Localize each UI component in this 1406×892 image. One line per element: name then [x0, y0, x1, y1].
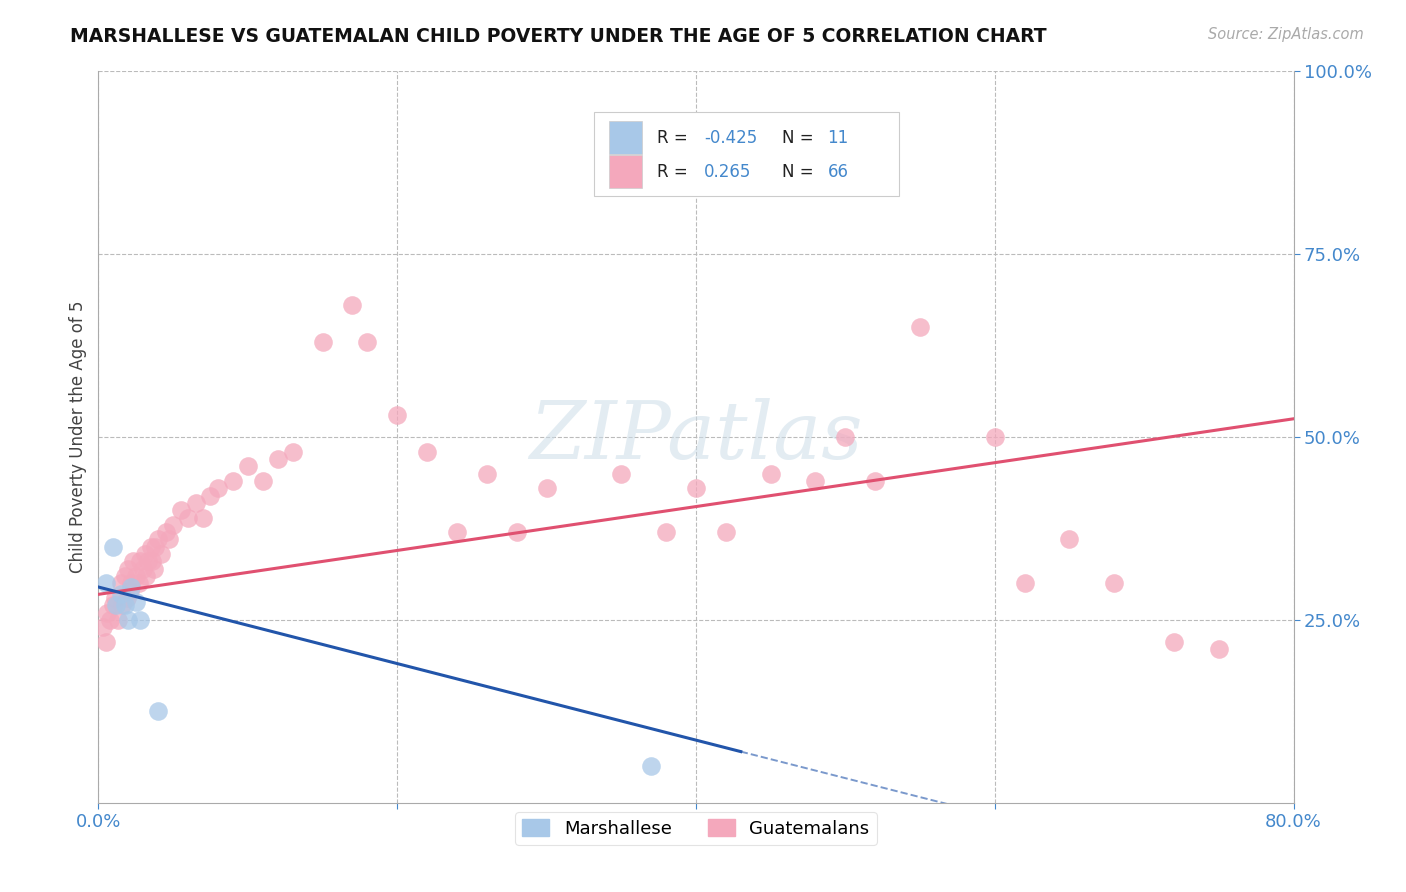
Point [506, 525, 529, 540]
Text: 11: 11 [827, 128, 849, 146]
Point [804, 474, 827, 488]
Text: R =: R = [657, 163, 693, 181]
Point [759, 467, 782, 481]
Point [139, 540, 162, 554]
Point [1059, 533, 1081, 547]
Point [129, 554, 152, 568]
Text: 0.265: 0.265 [704, 163, 752, 181]
Point [110, 576, 132, 591]
FancyBboxPatch shape [595, 112, 900, 195]
Point [640, 759, 662, 773]
Point [148, 533, 170, 547]
Bar [609, 155, 643, 188]
Point [416, 444, 439, 458]
Point [134, 547, 156, 561]
Point [714, 525, 737, 540]
Point [200, 489, 222, 503]
Point [169, 503, 191, 517]
Point [385, 408, 409, 422]
Point [311, 334, 333, 349]
Point [655, 525, 678, 540]
Text: -0.425: -0.425 [704, 128, 758, 146]
Point [610, 467, 633, 481]
Point [150, 547, 173, 561]
Point [111, 599, 134, 613]
Point [342, 298, 364, 312]
Point [104, 591, 127, 605]
Point [117, 562, 139, 576]
Point [110, 587, 132, 601]
Point [94, 635, 117, 649]
Point [120, 580, 142, 594]
Point [121, 554, 143, 568]
Legend: Marshallese, Guatemalans: Marshallese, Guatemalans [515, 813, 877, 845]
Point [98, 613, 122, 627]
Point [184, 496, 207, 510]
Point [103, 540, 125, 554]
Point [142, 562, 165, 576]
Point [157, 533, 180, 547]
Point [148, 705, 170, 719]
Point [685, 481, 707, 495]
Point [114, 599, 136, 613]
Point [125, 569, 148, 583]
Point [908, 320, 931, 334]
Point [356, 334, 378, 349]
Point [865, 474, 887, 488]
Point [103, 599, 125, 613]
Point [125, 594, 148, 608]
Point [191, 510, 214, 524]
Point [281, 444, 304, 458]
Point [207, 481, 229, 495]
Point [96, 606, 118, 620]
Text: MARSHALLESE VS GUATEMALAN CHILD POVERTY UNDER THE AGE OF 5 CORRELATION CHART: MARSHALLESE VS GUATEMALAN CHILD POVERTY … [70, 27, 1047, 45]
Point [162, 517, 184, 532]
Point [536, 481, 558, 495]
Point [91, 620, 114, 634]
Point [984, 430, 1007, 444]
Point [118, 583, 141, 598]
Point [834, 430, 856, 444]
Point [1014, 576, 1036, 591]
Point [1208, 642, 1230, 657]
Point [132, 562, 155, 576]
Point [475, 467, 498, 481]
Point [115, 591, 138, 605]
Point [252, 474, 274, 488]
Point [129, 613, 152, 627]
Text: Source: ZipAtlas.com: Source: ZipAtlas.com [1208, 27, 1364, 42]
Point [105, 599, 128, 613]
Point [107, 613, 129, 627]
Text: N =: N = [782, 163, 818, 181]
Point [114, 569, 136, 583]
Point [177, 510, 200, 524]
Text: 66: 66 [827, 163, 848, 181]
Point [1163, 635, 1185, 649]
Point [135, 569, 157, 583]
Point [155, 525, 177, 540]
Point [128, 576, 150, 591]
Point [141, 554, 163, 568]
Point [222, 474, 245, 488]
Point [267, 452, 290, 467]
Text: ZIPatlas: ZIPatlas [529, 399, 863, 475]
Point [94, 576, 117, 591]
Point [236, 459, 259, 474]
Y-axis label: Child Poverty Under the Age of 5: Child Poverty Under the Age of 5 [69, 301, 87, 574]
Point [1104, 576, 1126, 591]
Point [143, 540, 166, 554]
Point [136, 554, 159, 568]
Bar [609, 121, 643, 154]
Text: N =: N = [782, 128, 818, 146]
Point [117, 613, 139, 627]
Text: R =: R = [657, 128, 693, 146]
Point [446, 525, 468, 540]
Point [120, 576, 142, 591]
